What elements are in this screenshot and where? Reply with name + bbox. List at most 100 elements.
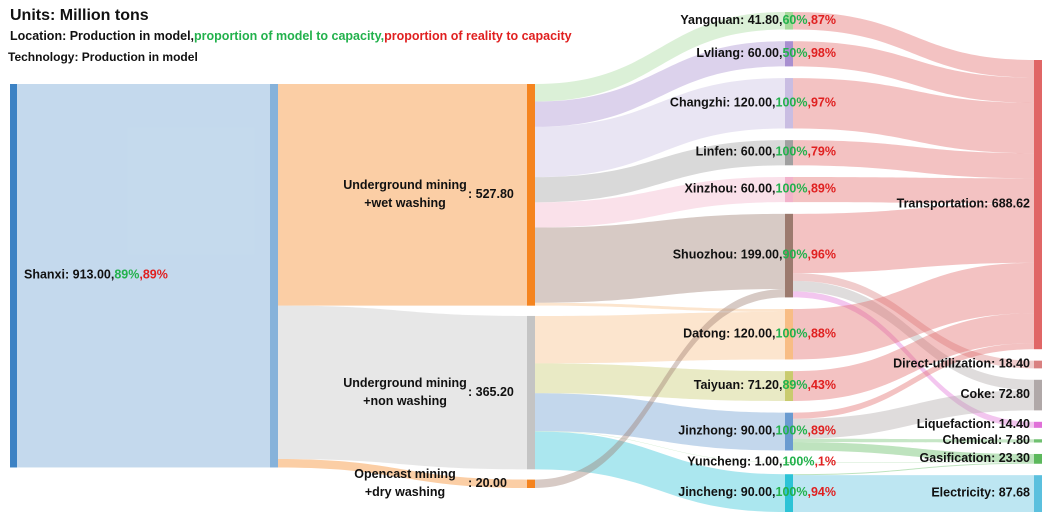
node-label: Taiyuan: 71.20,89%,43% — [694, 378, 836, 392]
node-name: Chemical: 7.80 — [942, 433, 1030, 447]
nodes — [10, 12, 1042, 512]
node-label: Underground mining — [343, 178, 467, 192]
node — [527, 84, 535, 306]
node — [785, 213, 793, 298]
link — [535, 12, 785, 102]
link — [278, 84, 527, 306]
node-label: Yuncheng: 1.00,100%,1% — [687, 455, 836, 469]
link — [535, 431, 785, 463]
node-label: +dry washing — [365, 485, 445, 499]
node-name: Taiyuan: 71.20, — [694, 378, 783, 392]
node-name: Coke: 72.80 — [961, 387, 1031, 401]
node — [785, 412, 793, 451]
model-ratio: 100% — [776, 424, 808, 438]
node-label: Shuozhou: 199.00,90%,96% — [673, 248, 836, 262]
link — [535, 393, 785, 451]
node-name: Direct-utilization: 18.40 — [893, 357, 1030, 371]
link — [535, 78, 785, 178]
model-ratio: 100% — [776, 485, 808, 499]
node-label: +wet washing — [364, 196, 446, 210]
node-name: Transportation: 688.62 — [897, 197, 1030, 211]
reality-ratio: ,98% — [808, 46, 837, 60]
model-ratio: 90% — [782, 248, 807, 262]
link — [793, 291, 1034, 428]
link — [793, 12, 1034, 78]
model-ratio: 60% — [782, 13, 807, 27]
reality-ratio: ,89% — [808, 424, 837, 438]
link — [793, 280, 1034, 391]
node — [785, 462, 793, 464]
model-ratio: 100% — [782, 455, 814, 469]
link — [535, 302, 785, 312]
reality-ratio: ,79% — [808, 145, 837, 159]
labels: Shanxi: 913.00,89%,89% Underground mining… — [24, 13, 1030, 500]
node-name: Datong: 120.00, — [683, 327, 775, 341]
link — [793, 462, 1034, 476]
node — [527, 479, 535, 488]
node-label: Electricity: 87.68 — [931, 486, 1030, 500]
link — [793, 176, 1034, 204]
link — [793, 41, 1034, 103]
node-name: Yangquan: 41.80, — [680, 13, 782, 27]
link — [535, 41, 785, 127]
node — [1034, 360, 1042, 369]
node-label: +non washing — [363, 394, 447, 408]
node-label: Jinzhong: 90.00,100%,89% — [678, 424, 836, 438]
node-value: : 527.80 — [468, 187, 514, 201]
model-ratio: 100% — [776, 182, 808, 196]
reality-ratio: ,43% — [808, 378, 837, 392]
node — [1034, 439, 1042, 443]
link — [535, 289, 785, 488]
legend-text: proportion of reality to capacity — [384, 29, 572, 43]
chart-title: Units: Million tons — [10, 7, 149, 24]
link — [793, 313, 1034, 402]
node-name: Changzhi: 120.00, — [670, 96, 776, 110]
link — [793, 273, 1034, 369]
node-name: Linfen: 60.00, — [696, 145, 776, 159]
legend-text: Location: Production in model, — [10, 29, 194, 43]
subtitle: Technology: Production in model — [8, 50, 198, 64]
link — [278, 305, 527, 470]
node — [785, 78, 793, 129]
node-label: Xinzhou: 60.00,100%,89% — [685, 182, 836, 196]
model-ratio: 100% — [776, 145, 808, 159]
link — [793, 140, 1034, 179]
model-ratio: 89% — [782, 378, 807, 392]
node — [785, 140, 793, 166]
link — [535, 431, 785, 512]
reality-ratio: ,97% — [808, 96, 837, 110]
node-edge — [10, 84, 17, 468]
node-label: Jincheng: 90.00,100%,94% — [678, 485, 836, 499]
node — [1034, 421, 1042, 428]
link — [793, 390, 1034, 439]
node — [785, 474, 793, 512]
node-name: Xinzhou: 60.00, — [685, 182, 776, 196]
link — [793, 462, 1034, 463]
node-label: Gasification: 23.30 — [920, 451, 1031, 465]
node-label: Underground mining — [343, 376, 467, 390]
node — [785, 41, 793, 67]
link — [535, 312, 785, 364]
node-name: Jincheng: 90.00, — [678, 485, 775, 499]
reality-ratio: ,94% — [808, 485, 837, 499]
node-label: Opencast mining — [354, 467, 455, 481]
node-label: Transportation: 688.62 — [897, 197, 1030, 211]
node-label: Changzhi: 120.00,100%,97% — [670, 96, 836, 110]
node — [785, 309, 793, 360]
node-label: Chemical: 7.80 — [942, 433, 1030, 447]
reality-ratio: ,88% — [808, 327, 837, 341]
model-ratio: 89% — [114, 268, 139, 282]
model-ratio: 100% — [776, 327, 808, 341]
node — [1034, 60, 1042, 350]
link — [535, 140, 785, 203]
reality-ratio: ,1% — [814, 455, 836, 469]
link — [793, 438, 1034, 443]
link — [278, 459, 527, 488]
node-label: Liquefaction: 14.40 — [917, 417, 1030, 431]
node-label: Shanxi: 913.00,89%,89% — [24, 268, 168, 282]
link — [793, 203, 1034, 274]
node-name: Lvliang: 60.00, — [696, 46, 782, 60]
legend: Location: Production in model, proportion… — [10, 29, 572, 43]
node-name: Electricity: 87.68 — [931, 486, 1030, 500]
